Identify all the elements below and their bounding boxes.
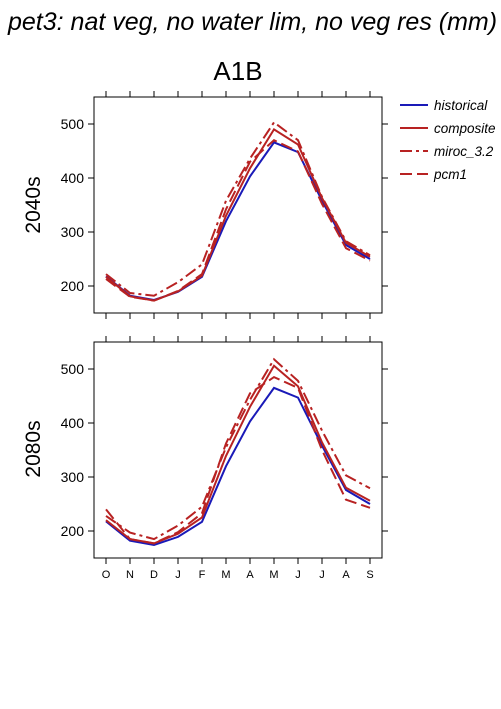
panel-2080s: 2080s 200 300 400 500 O N D J F M A M J J A S: [22, 336, 388, 581]
figure-title: pet3: nat veg, no water lim, no veg res …: [7, 8, 497, 36]
plot-frame-2080s: [93, 341, 383, 559]
y-tick-label-2040s: 300: [61, 224, 85, 240]
x-tick-label: D: [150, 569, 158, 581]
x-tick-label: F: [199, 569, 206, 581]
y-tick-label-2080s: 300: [61, 469, 85, 485]
legend-entry-composite: composite: [400, 121, 496, 136]
x-tick-label: S: [366, 569, 373, 581]
y-tick-label-2040s: 400: [61, 170, 85, 186]
series-line-pcm1-2040s: [105, 139, 371, 302]
x-tick-label: A: [342, 569, 350, 581]
legend-entry-pcm1: pcm1: [400, 167, 467, 182]
x-tick-label: O: [102, 569, 111, 581]
scenario-subtitle: A1B: [213, 56, 262, 86]
legend: historical composite miroc_3.2 pcm1: [400, 98, 496, 182]
legend-label-miroc: miroc_3.2: [434, 144, 494, 159]
series-line-historical-2080s: [105, 386, 371, 547]
legend-label-historical: historical: [434, 98, 488, 113]
x-tick-label: M: [221, 569, 230, 581]
y-tick-label-2040s: 200: [61, 278, 85, 294]
x-tick-label: N: [126, 569, 134, 581]
y-tick-label-2080s: 200: [61, 523, 85, 539]
x-tick-label: M: [269, 569, 278, 581]
panel-2040s: 2040s 200 300 400 500: [22, 91, 388, 319]
legend-label-composite: composite: [434, 121, 496, 136]
legend-entry-miroc: miroc_3.2: [400, 144, 494, 159]
series-line-composite-2080s: [105, 364, 371, 545]
x-tick-label: J: [295, 569, 301, 581]
series-line-pcm1-2080s: [105, 375, 371, 545]
y-tick-label-2040s: 500: [61, 116, 85, 132]
x-tick-label: J: [175, 569, 181, 581]
y-tick-label-2080s: 500: [61, 361, 85, 377]
panel-label-2040s: 2040s: [22, 176, 45, 233]
panel-label-2080s: 2080s: [22, 420, 45, 477]
legend-label-pcm1: pcm1: [433, 167, 467, 182]
y-tick-label-2080s: 400: [61, 415, 85, 431]
series-line-composite-2040s: [105, 128, 371, 302]
x-tick-label: A: [246, 569, 254, 581]
series-line-miroc-3-2-2080s: [105, 357, 371, 541]
series-line-miroc-3-2-2040s: [105, 120, 371, 297]
legend-entry-historical: historical: [400, 98, 488, 113]
plot-frame-2040s: [93, 96, 383, 314]
x-tick-label: J: [319, 569, 325, 581]
